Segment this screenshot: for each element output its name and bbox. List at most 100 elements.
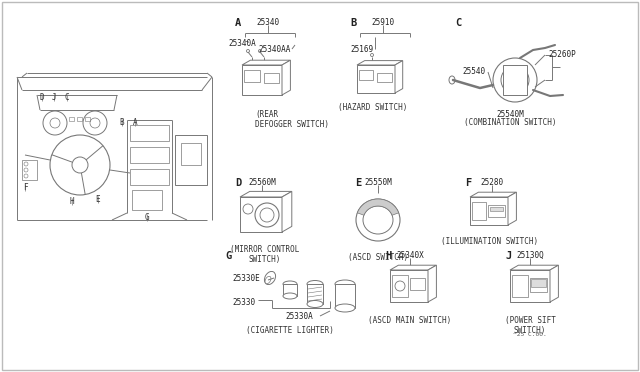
Bar bbox=[472, 202, 486, 220]
Ellipse shape bbox=[449, 76, 455, 84]
Text: C: C bbox=[65, 93, 69, 102]
Text: A: A bbox=[132, 118, 138, 127]
Ellipse shape bbox=[356, 199, 400, 241]
Polygon shape bbox=[508, 192, 516, 225]
Text: (POWER SIFT
SWITCH): (POWER SIFT SWITCH) bbox=[504, 316, 556, 336]
Bar bbox=[130, 147, 169, 163]
Bar bbox=[130, 125, 169, 141]
Bar bbox=[175, 135, 207, 185]
Text: 25330: 25330 bbox=[232, 298, 255, 307]
Bar bbox=[410, 278, 425, 290]
Ellipse shape bbox=[283, 281, 297, 287]
Polygon shape bbox=[240, 192, 292, 197]
Polygon shape bbox=[242, 60, 291, 65]
Text: H: H bbox=[70, 197, 74, 206]
Bar bbox=[359, 70, 373, 80]
Text: 25540: 25540 bbox=[462, 67, 485, 76]
Text: 25330E: 25330E bbox=[232, 274, 260, 283]
Bar bbox=[488, 205, 505, 217]
Text: (ILLUMINATION SWITCH): (ILLUMINATION SWITCH) bbox=[442, 237, 539, 246]
Ellipse shape bbox=[264, 272, 276, 285]
Ellipse shape bbox=[283, 293, 297, 299]
Text: H: H bbox=[385, 251, 391, 261]
Bar bbox=[132, 190, 162, 210]
Polygon shape bbox=[510, 265, 558, 270]
Text: (HAZARD SWITCH): (HAZARD SWITCH) bbox=[339, 103, 408, 112]
Text: ^25 C.00.: ^25 C.00. bbox=[513, 332, 547, 337]
Text: G: G bbox=[145, 213, 149, 222]
Bar bbox=[512, 275, 528, 297]
Text: E: E bbox=[96, 195, 100, 204]
Polygon shape bbox=[357, 61, 403, 65]
Polygon shape bbox=[470, 192, 516, 197]
Ellipse shape bbox=[335, 304, 355, 312]
Polygon shape bbox=[282, 192, 292, 232]
Text: 25330A: 25330A bbox=[285, 312, 313, 321]
Text: 25550M: 25550M bbox=[364, 178, 392, 187]
Text: 25340A: 25340A bbox=[228, 39, 256, 48]
Ellipse shape bbox=[307, 280, 323, 288]
Bar bbox=[392, 275, 408, 297]
Text: 25280: 25280 bbox=[481, 178, 504, 187]
Polygon shape bbox=[357, 199, 399, 215]
Text: 25260P: 25260P bbox=[548, 50, 576, 59]
Text: 25340AA: 25340AA bbox=[258, 45, 291, 54]
Bar bbox=[283, 284, 297, 296]
Text: (ASCD MAIN SWITCH): (ASCD MAIN SWITCH) bbox=[369, 316, 452, 325]
Bar bbox=[22, 160, 37, 180]
Text: G: G bbox=[225, 251, 231, 261]
Text: B: B bbox=[350, 18, 356, 28]
Text: F: F bbox=[465, 178, 471, 188]
Polygon shape bbox=[282, 60, 291, 95]
Bar bbox=[377, 73, 392, 82]
Bar bbox=[130, 169, 169, 185]
Bar bbox=[490, 207, 503, 211]
Text: J: J bbox=[52, 93, 56, 102]
Ellipse shape bbox=[335, 280, 355, 288]
Bar bbox=[503, 65, 527, 95]
Text: E: E bbox=[355, 178, 361, 188]
Polygon shape bbox=[510, 270, 550, 302]
Text: 25130Q: 25130Q bbox=[516, 251, 544, 260]
Text: 25910: 25910 bbox=[371, 18, 395, 27]
Text: (COMBINATION SWITCH): (COMBINATION SWITCH) bbox=[464, 118, 556, 127]
Ellipse shape bbox=[363, 206, 393, 234]
Text: 25340: 25340 bbox=[257, 18, 280, 27]
Ellipse shape bbox=[307, 301, 323, 308]
Polygon shape bbox=[240, 197, 282, 232]
Text: D: D bbox=[40, 93, 44, 102]
Polygon shape bbox=[428, 265, 436, 302]
Polygon shape bbox=[390, 265, 436, 270]
Polygon shape bbox=[395, 61, 403, 93]
Polygon shape bbox=[390, 270, 428, 302]
Text: (REAR
DEFOGGER SWITCH): (REAR DEFOGGER SWITCH) bbox=[255, 110, 329, 129]
Polygon shape bbox=[470, 197, 508, 225]
Bar bbox=[85, 117, 90, 121]
Bar bbox=[307, 284, 323, 304]
Bar bbox=[530, 278, 547, 292]
Text: 25540M: 25540M bbox=[496, 110, 524, 119]
Bar bbox=[77, 117, 82, 121]
Text: J: J bbox=[505, 251, 511, 261]
Bar bbox=[69, 117, 74, 121]
Text: (CIGARETTE LIGHTER): (CIGARETTE LIGHTER) bbox=[246, 326, 334, 335]
Bar bbox=[264, 73, 279, 83]
Text: (ASCD SWITCH): (ASCD SWITCH) bbox=[348, 253, 408, 262]
Bar bbox=[181, 143, 201, 165]
Bar bbox=[335, 284, 355, 308]
Text: A: A bbox=[235, 18, 241, 28]
Polygon shape bbox=[550, 265, 558, 302]
Ellipse shape bbox=[265, 276, 271, 284]
Bar bbox=[244, 70, 260, 82]
Polygon shape bbox=[242, 65, 282, 95]
Text: B: B bbox=[120, 118, 124, 127]
Text: 25340X: 25340X bbox=[396, 251, 424, 260]
Text: F: F bbox=[22, 183, 28, 192]
Text: C: C bbox=[455, 18, 461, 28]
Polygon shape bbox=[357, 65, 395, 93]
Text: 25169: 25169 bbox=[350, 45, 373, 54]
Text: 25560M: 25560M bbox=[248, 178, 276, 187]
Text: (MIRROR CONTROL
SWITCH): (MIRROR CONTROL SWITCH) bbox=[230, 245, 300, 264]
Text: D: D bbox=[235, 178, 241, 188]
Bar bbox=[531, 279, 546, 287]
